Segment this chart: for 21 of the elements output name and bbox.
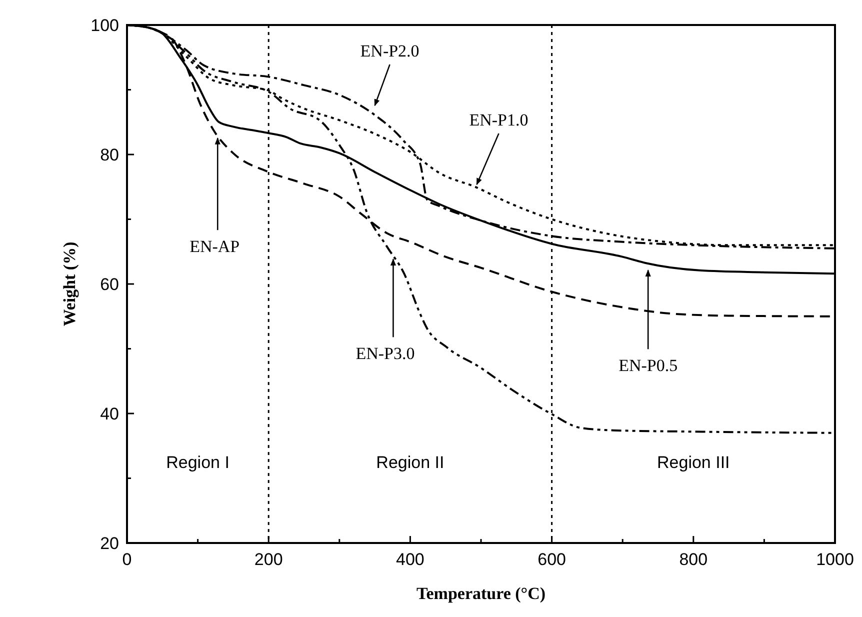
annotation: Region II [376,453,444,472]
x-tick-label: 600 [538,550,566,569]
x-axis-title: Temperature (°C) [416,584,546,603]
annotation: EN-P2.0 [360,42,420,61]
y-tick-label: 100 [90,16,119,35]
annotation: EN-P3.0 [356,344,415,364]
x-tick-label: 200 [254,550,283,569]
y-tick-label: 80 [100,145,119,164]
x-tick-label: 800 [679,550,708,569]
annotation: EN-P1.0 [469,110,528,130]
y-tick-label: 40 [100,404,119,424]
annotation: EN-P0.5 [618,356,678,376]
y-tick-label: 60 [100,274,119,294]
annotation: EN-AP [190,237,240,256]
y-axis-title: Weight (%) [60,242,79,326]
x-tick-label: 0 [122,550,132,569]
y-tick-label: 20 [100,534,119,553]
annotation: Region I [166,453,230,472]
x-tick-label: 400 [396,550,424,569]
annotation: Region III [657,453,730,472]
x-tick-label: 1000 [816,550,854,569]
